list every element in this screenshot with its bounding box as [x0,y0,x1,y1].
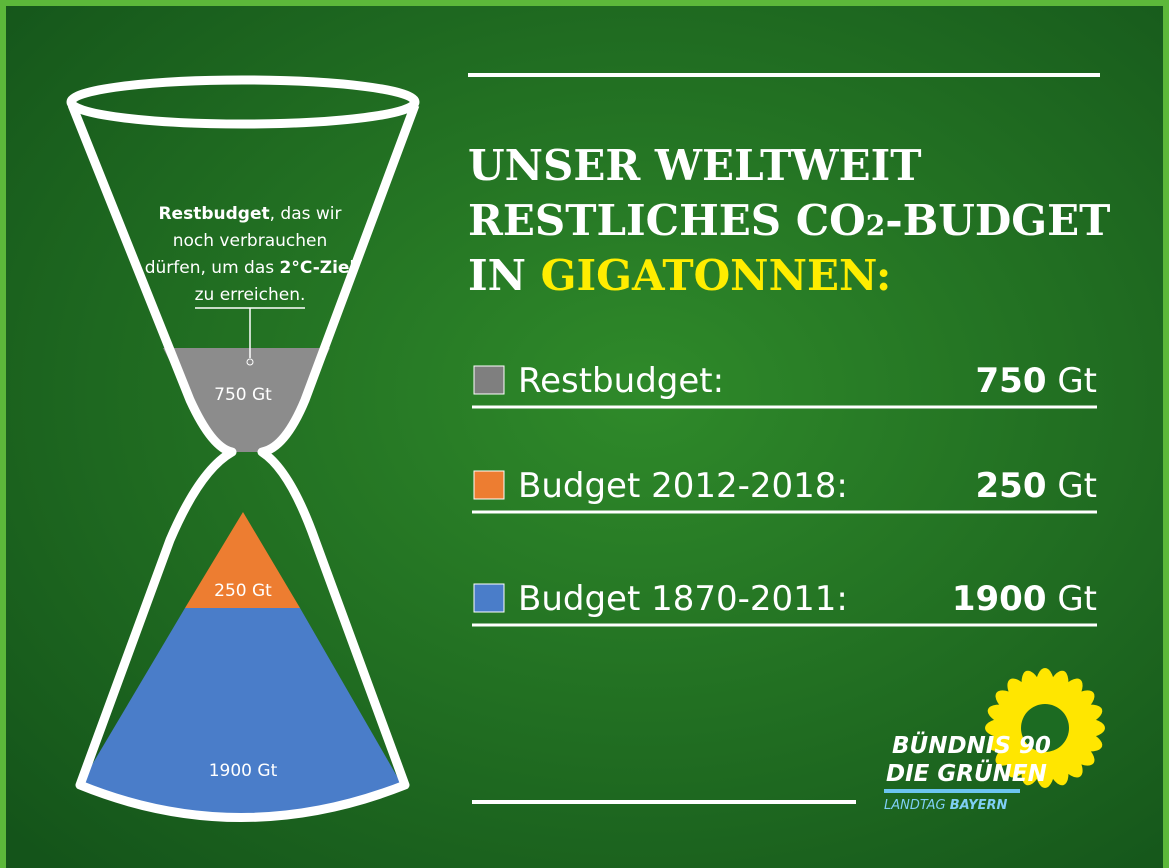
title-text: -BUDGET [885,196,1110,245]
logo-text: BAYERN [950,798,1008,813]
legend-amount: 1900 [952,579,1047,619]
title-highlight: GIGATONNEN: [541,251,892,300]
page: Restbudget, das wir noch verbrauchen dür… [0,0,1169,868]
legend-unit: Gt [1057,361,1097,401]
title-line1: UNSER WELTWEIT [468,141,922,190]
legend-amount: 250 [976,466,1047,506]
note-bold: 2°C-Ziel [280,258,356,278]
note-bold: Restbudget [158,204,269,224]
legend-swatch [474,471,504,499]
rest-label: 750 Gt [214,385,272,405]
title-line3: IN GIGATONNEN: [468,251,891,300]
note-line1: Restbudget, das wir [158,204,341,224]
title-text: RESTLICHES CO [468,196,866,245]
note-text: dürfen, um das [145,258,275,278]
note-line4: zu erreichen. [195,285,306,305]
legend-swatch [474,366,504,394]
legend-label: Budget 1870-2011: [518,579,848,619]
legend-value: 250 Gt [976,466,1097,506]
blue-label: 1900 Gt [209,761,278,781]
legend-label: Restbudget: [518,361,724,401]
legend-unit: Gt [1057,579,1097,619]
legend-unit: Gt [1057,466,1097,506]
orange-label: 250 Gt [214,581,272,601]
legend-swatch [474,584,504,612]
note-text: , das wir [270,204,342,224]
title-line2: RESTLICHES CO2-BUDGET [468,196,1110,245]
legend-label: Budget 2012-2018: [518,466,848,506]
legend-amount: 750 [976,361,1047,401]
logo-line1: BÜNDNIS 90 [892,731,1051,759]
title-sub: 2 [866,209,885,242]
legend-value: 750 Gt [976,361,1097,401]
title-text: IN [468,251,526,300]
note-line3: dürfen, um das 2°C-Ziel [145,258,356,278]
logo-line2: DIE GRÜNEN [886,759,1047,787]
logo-text: LANDTAG [884,798,946,813]
infographic: Restbudget, das wir noch verbrauchen dür… [0,0,1169,868]
note-line2: noch verbrauchen [173,231,328,251]
legend-value: 1900 Gt [952,579,1097,619]
logo-line3: LANDTAG BAYERN [884,798,1008,813]
